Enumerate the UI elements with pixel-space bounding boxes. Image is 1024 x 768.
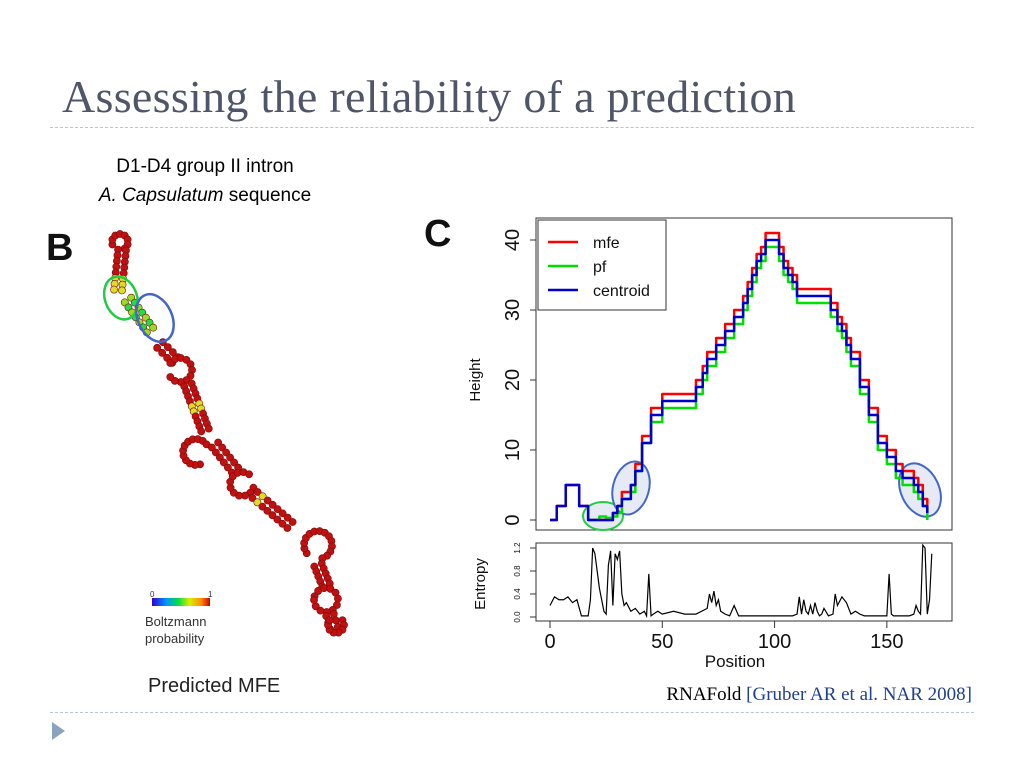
nucleotide-dot xyxy=(248,494,257,502)
position-x-tick-label: 0 xyxy=(544,631,555,653)
nucleotide-dot xyxy=(268,511,277,520)
position-x-tick-label: 100 xyxy=(758,631,791,653)
nucleotide-dot xyxy=(149,323,158,332)
nucleotide-dot xyxy=(197,427,206,436)
scale-label-line-1: Boltzmann xyxy=(145,614,206,629)
citation-tool: RNAFold xyxy=(666,684,747,705)
caption-species: A. Capsulatum xyxy=(98,185,224,206)
nucleotide-dot xyxy=(204,424,213,433)
nucleotide-dot xyxy=(278,509,287,518)
plot-highlight-blue-right xyxy=(898,462,942,518)
series-line-centroid xyxy=(550,238,929,522)
rna-secondary-structure xyxy=(108,230,348,637)
caption-line-1: D1-D4 group II intron xyxy=(116,156,294,177)
scale-label-line-2: probability xyxy=(145,631,205,646)
entropy-y-tick-label: 0.0 xyxy=(513,611,522,623)
panel-b-footer: Predicted MFE xyxy=(148,675,280,697)
nucleotide-dot xyxy=(253,488,262,496)
caption-line-2: A. Capsulatum sequence xyxy=(70,181,340,210)
entropy-y-tick-label: 1.2 xyxy=(513,542,522,554)
caption-sequence: sequence xyxy=(223,185,312,206)
nucleotide-dot xyxy=(166,373,175,381)
entropy-y-tick-label: 0.4 xyxy=(513,588,522,600)
position-x-tick-label: 50 xyxy=(651,631,673,653)
nucleotide-dot xyxy=(258,502,267,511)
height-y-axis-title: Height xyxy=(467,357,484,401)
nucleotide-dot xyxy=(263,506,272,515)
entropy-y-axis-title: Entropy xyxy=(472,558,489,610)
bullet-arrow-icon xyxy=(52,722,65,740)
nucleotide-dot xyxy=(118,286,126,295)
structure-highlight-green xyxy=(102,275,140,321)
nucleotide-dot xyxy=(329,609,338,618)
nucleotide-dot xyxy=(278,519,287,528)
nucleotide-dot xyxy=(310,596,318,604)
entropy-y-axis: 0.0 0.4 0.8 1.2 xyxy=(513,542,536,623)
height-y-tick-label: 0 xyxy=(502,514,524,525)
nucleotide-dot xyxy=(168,348,177,357)
entropy-series-group xyxy=(549,543,933,619)
citation-reference: [Gruber AR et al. NAR 2008] xyxy=(746,684,972,705)
series-line-mfe xyxy=(550,231,929,522)
nucleotide-dot xyxy=(245,470,253,479)
height-y-tick-label: 20 xyxy=(502,369,524,391)
position-x-axis-title: Position xyxy=(705,652,765,671)
slide-title: Assessing the reliability of a predictio… xyxy=(62,71,797,122)
nucleotide-dot xyxy=(334,594,342,603)
height-y-axis: 0 10 20 30 40 xyxy=(502,229,536,526)
nucleotide-dot xyxy=(110,285,118,294)
nucleotide-dot xyxy=(258,492,267,501)
position-x-axis: 0 50 100 150 xyxy=(544,621,904,653)
nucleotide-dot xyxy=(283,513,292,522)
entropy-plot-frame xyxy=(535,542,953,622)
panel-caption: D1-D4 group II intron A. Capsulatum sequ… xyxy=(70,152,340,210)
legend-label-mfe: mfe xyxy=(593,235,620,252)
nucleotide-dot xyxy=(333,601,341,609)
nucleotide-dot xyxy=(320,584,328,593)
legend-label-centroid: centroid xyxy=(593,283,650,300)
nucleotide-dot xyxy=(326,584,335,593)
height-y-tick-label: 30 xyxy=(502,299,524,321)
legend-label-pf: pf xyxy=(593,259,607,276)
nucleotide-dot xyxy=(273,515,282,524)
panel-c-label: C xyxy=(424,213,451,255)
nucleotide-dot xyxy=(268,500,277,509)
scale-min-label: 0 xyxy=(150,590,155,599)
title-divider xyxy=(50,127,974,128)
scale-max-label: 1 xyxy=(208,590,213,599)
position-x-tick-label: 150 xyxy=(870,631,903,653)
nucleotide-dot xyxy=(163,343,172,352)
entropy-series-line xyxy=(549,543,933,619)
structure-highlight-blue xyxy=(135,292,175,344)
citation: RNAFold [Gruber AR et al. NAR 2008] xyxy=(666,684,972,706)
entropy-y-tick-label: 0.8 xyxy=(513,565,522,577)
footer-divider xyxy=(50,712,974,713)
panel-b-label: B xyxy=(46,227,73,269)
height-y-tick-label: 40 xyxy=(502,229,524,251)
nucleotide-dot xyxy=(288,518,297,526)
nucleotide-dot xyxy=(273,505,282,514)
nucleotide-dot xyxy=(253,498,262,507)
height-plot-frame xyxy=(535,217,953,531)
height-y-tick-label: 10 xyxy=(502,439,524,461)
nucleotide-dot xyxy=(158,348,167,357)
nucleotide-dot xyxy=(263,496,272,505)
height-series-group xyxy=(550,231,929,522)
nucleotide-dot xyxy=(283,524,292,532)
nucleotide-dot xyxy=(325,616,334,625)
nucleotide-dot xyxy=(153,343,162,352)
probability-color-scale xyxy=(152,598,210,606)
